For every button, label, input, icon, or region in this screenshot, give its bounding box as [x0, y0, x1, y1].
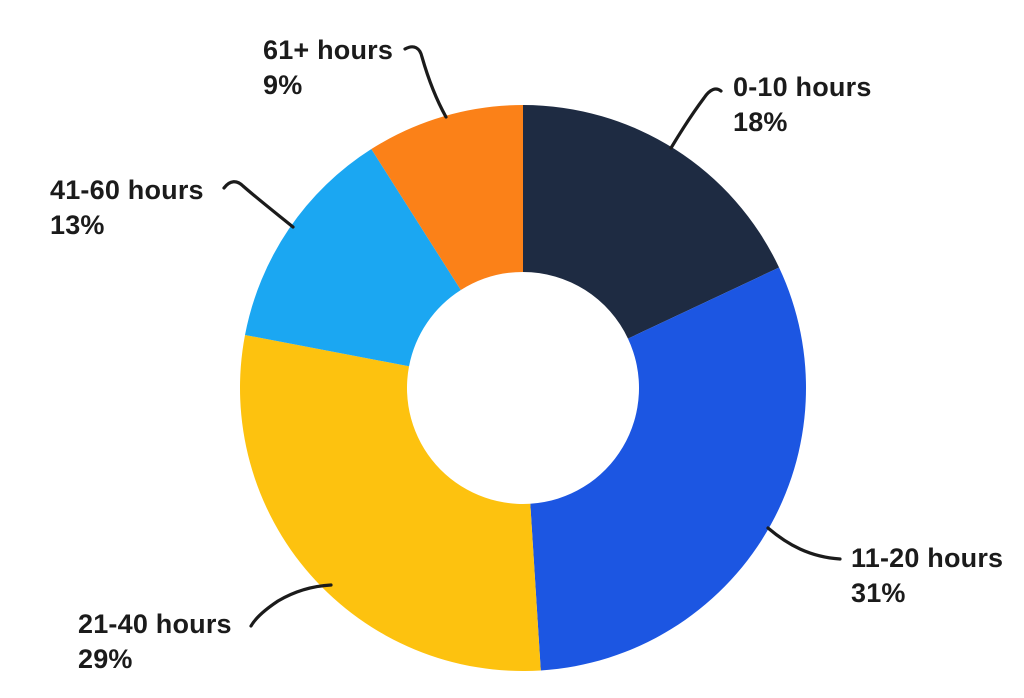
donut-segment-41-60-hours — [245, 149, 461, 367]
callout-label: 41-60 hours — [50, 175, 204, 205]
callout-0-10-hours: 0-10 hours 18% — [733, 70, 872, 140]
callout-pct: 29% — [78, 644, 133, 674]
donut-segment-21-40-hours — [239, 334, 541, 671]
leader-line-21-40-hours — [249, 583, 333, 628]
callout-61plus-hours: 61+ hours 9% — [263, 33, 393, 103]
donut-segment-11-20-hours — [530, 267, 806, 671]
donut-ring — [239, 105, 806, 671]
leader-line-0-10-hours — [669, 87, 723, 150]
callout-41-60-hours: 41-60 hours 13% — [50, 173, 204, 243]
donut-segment-0-10-hours — [523, 105, 780, 339]
leader-line-41-60-hours — [222, 180, 295, 229]
callout-21-40-hours: 21-40 hours 29% — [78, 607, 232, 677]
callout-label: 0-10 hours — [733, 72, 872, 102]
donut-segment-61-hours — [371, 105, 523, 291]
callout-pct: 9% — [263, 70, 303, 100]
callout-label: 11-20 hours — [851, 543, 1004, 573]
callout-label: 61+ hours — [263, 35, 394, 65]
leader-line-61plus-hours — [403, 45, 448, 119]
leader-line-11-20-hours — [766, 526, 842, 561]
callout-pct: 13% — [50, 210, 105, 240]
callout-11-20-hours: 11-20 hours 31% — [851, 541, 1003, 611]
callout-label: 21-40 hours — [78, 609, 232, 639]
callout-pct: 31% — [851, 578, 906, 608]
callout-pct: 18% — [733, 107, 788, 137]
